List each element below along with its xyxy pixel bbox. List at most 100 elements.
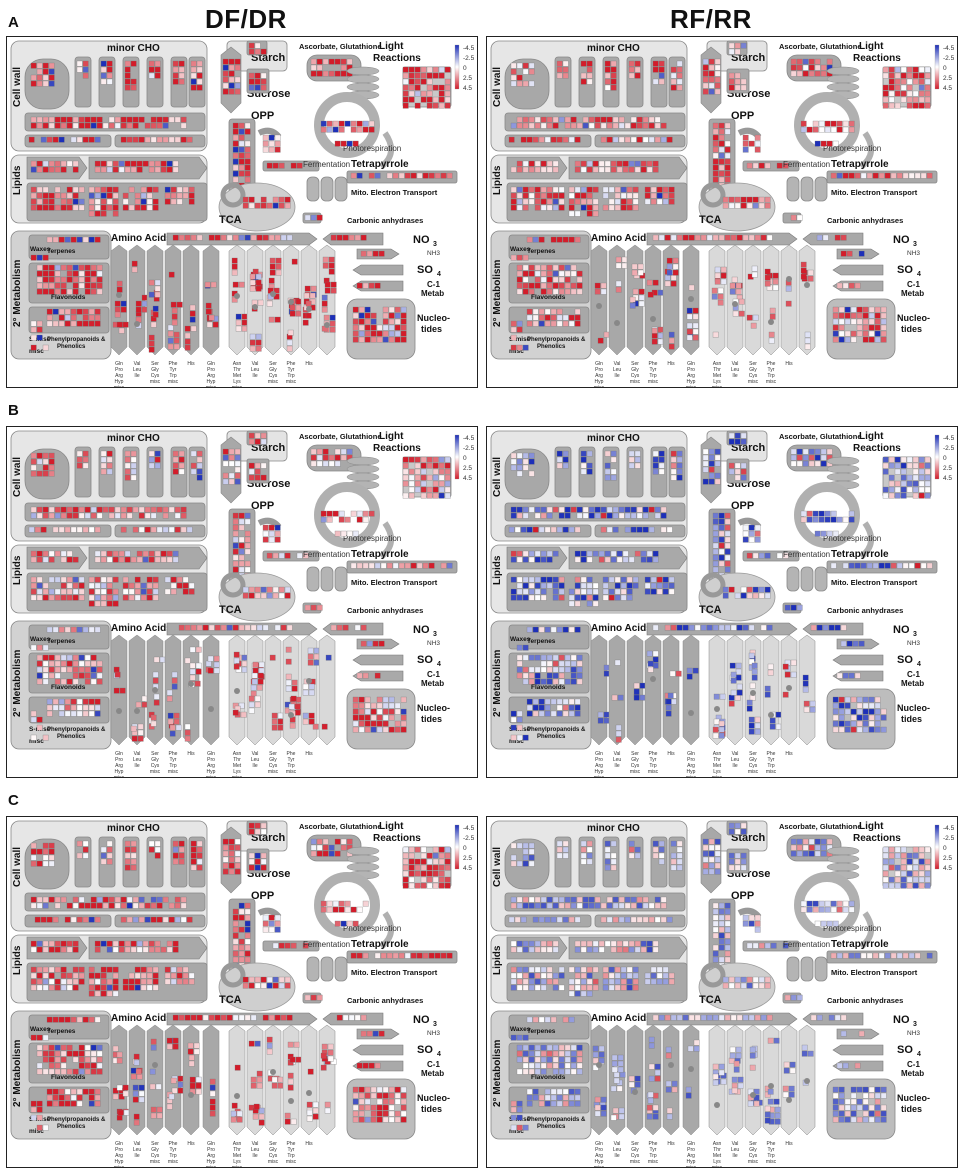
heatmap-block xyxy=(510,734,529,741)
no3-arrow xyxy=(802,232,864,246)
heatmap-cell xyxy=(510,320,517,327)
heatmap-cell xyxy=(740,432,747,439)
amino-acid-group-label: Pro xyxy=(595,757,603,763)
heatmap-block xyxy=(751,265,758,278)
heatmap-cell xyxy=(209,1104,216,1111)
heatmap-cell xyxy=(722,196,729,203)
heatmap-cell xyxy=(516,710,523,717)
amino-acid-group-label: Hyp xyxy=(115,379,124,385)
heatmap-cell xyxy=(580,198,587,205)
heatmap-cell xyxy=(740,586,747,593)
heatmap-cell xyxy=(30,902,37,909)
heatmap-cell xyxy=(135,306,142,313)
heatmap-cell xyxy=(196,72,203,79)
heatmap-cell xyxy=(610,450,617,457)
heatmap-cell xyxy=(528,582,535,589)
heatmap-cell xyxy=(576,288,583,295)
heatmap-cell xyxy=(356,906,363,913)
heatmap-cell xyxy=(800,126,807,133)
heatmap-block xyxy=(164,576,195,595)
no3-sub: 3 xyxy=(913,631,917,638)
heatmap-cell xyxy=(724,518,731,525)
heatmap-cell xyxy=(718,176,725,183)
heatmap-cell xyxy=(222,472,229,479)
heatmap-cell xyxy=(120,116,127,123)
heatmap-block xyxy=(307,647,320,666)
heatmap-cell xyxy=(48,282,55,289)
heatmap-cell xyxy=(126,896,133,903)
heatmap-cell xyxy=(60,204,67,211)
heatmap-cell xyxy=(36,198,43,205)
heatmap-cell xyxy=(820,448,827,455)
heatmap-cell xyxy=(564,654,571,661)
heatmap-cell xyxy=(36,1050,43,1057)
heatmap-cell xyxy=(906,102,913,109)
heatmap-cell xyxy=(638,294,645,301)
heatmap-cell xyxy=(244,548,251,555)
heatmap-cell xyxy=(196,468,203,475)
heatmap-cell xyxy=(538,626,545,633)
heatmap-cell xyxy=(36,1034,43,1041)
heatmap-cell xyxy=(718,152,725,159)
heatmap-cell xyxy=(844,696,851,703)
heatmap-block xyxy=(148,711,155,730)
heatmap-cell xyxy=(187,1042,194,1049)
heatmap-cell xyxy=(586,186,593,193)
heatmap-cell xyxy=(656,588,663,595)
heatmap-cell xyxy=(444,858,451,865)
heatmap-cell xyxy=(130,846,137,853)
heatmap-cell xyxy=(856,714,863,721)
heatmap-cell xyxy=(258,1119,265,1126)
heatmap-block xyxy=(782,663,789,670)
heatmap-cell xyxy=(116,1084,123,1091)
heatmap-cell xyxy=(122,192,129,199)
heatmap-cell xyxy=(138,896,145,903)
heatmap-block xyxy=(782,691,789,698)
heatmap-cell xyxy=(754,728,761,735)
amino-acid-group-label: Phe xyxy=(287,751,296,757)
heatmap-cell xyxy=(790,659,797,666)
heatmap-cell xyxy=(754,536,761,543)
heatmap-cell xyxy=(570,270,577,277)
heatmap-block xyxy=(271,1076,284,1089)
misc-label-2: misc xyxy=(29,738,44,745)
heatmap-cell xyxy=(724,560,731,567)
heatmap-block xyxy=(334,140,359,147)
heatmap-cell xyxy=(170,966,177,973)
heatmap-cell xyxy=(712,624,719,631)
heatmap-cell xyxy=(660,122,667,129)
heatmap-cell xyxy=(196,846,203,853)
flavonoids-label: Flavonoids xyxy=(531,294,566,301)
heatmap-cell xyxy=(646,160,653,167)
heatmap-cell xyxy=(516,724,523,731)
heatmap-cell xyxy=(64,314,71,321)
heatmap-cell xyxy=(392,172,399,179)
heatmap-cell xyxy=(854,672,861,679)
heatmap-cell xyxy=(438,864,445,871)
heatmap-block xyxy=(208,314,215,321)
heatmap-cell xyxy=(894,78,901,85)
heatmap-block xyxy=(324,1058,337,1065)
heatmap-cell xyxy=(562,236,569,243)
heatmap-cell xyxy=(122,321,129,328)
legend-tick-label: -4.5 xyxy=(943,435,955,442)
heatmap-cell xyxy=(844,306,851,313)
heatmap-cell xyxy=(382,1110,389,1117)
heatmap-cell xyxy=(122,594,129,601)
heatmap-cell xyxy=(108,896,115,903)
heatmap-cell xyxy=(826,530,833,537)
heatmap-cell xyxy=(238,152,245,159)
heatmap-cell xyxy=(708,88,715,95)
heatmap-cell xyxy=(96,264,103,271)
heatmap-cell xyxy=(222,460,229,467)
heatmap-cell xyxy=(648,136,655,143)
heatmap-block xyxy=(30,576,85,601)
heatmap-cell xyxy=(650,588,657,595)
heatmap-cell xyxy=(209,1110,216,1117)
heatmap-cell xyxy=(66,160,73,167)
heatmap-cell xyxy=(782,691,789,698)
heatmap-cell xyxy=(516,326,523,333)
heatmap-cell xyxy=(544,704,551,711)
heatmap-cell xyxy=(538,136,545,143)
heatmap-block xyxy=(768,331,775,344)
